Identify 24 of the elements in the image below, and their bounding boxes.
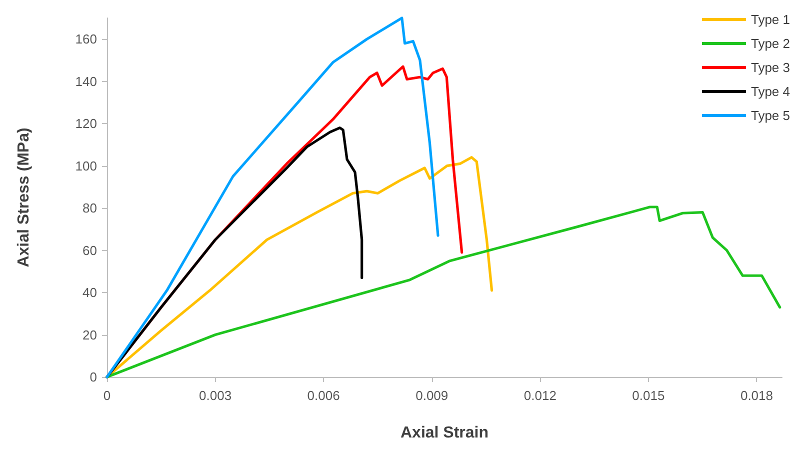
- y-tick-label: 80: [82, 200, 97, 216]
- x-tick-label: 0.018: [740, 388, 774, 403]
- y-tick-label: 160: [75, 32, 97, 47]
- x-tick-label: 0.012: [524, 388, 556, 403]
- legend-label: Type 3: [750, 60, 790, 75]
- x-tick-label: 0.015: [632, 388, 665, 403]
- x-tick-label: 0.009: [416, 388, 448, 403]
- legend-label: Type 2: [750, 36, 790, 51]
- y-tick-label: 120: [75, 116, 97, 132]
- x-axis-title: Axial Strain: [400, 424, 489, 442]
- legend-label: Type 1: [750, 12, 790, 27]
- x-tick-label: 0: [103, 388, 111, 403]
- legend-label: Type 5: [750, 108, 790, 123]
- y-tick-label: 40: [82, 285, 97, 300]
- legend-label: Type 4: [750, 84, 790, 99]
- x-tick-label: 0.003: [199, 388, 232, 403]
- y-tick-label: 140: [75, 74, 97, 89]
- y-axis-title: Axial Stress (MPa): [16, 128, 32, 268]
- line-series: [106, 126, 364, 378]
- y-tick-label: 60: [82, 242, 97, 258]
- y-tick-label: 20: [82, 327, 97, 342]
- y-tick-label: 100: [75, 158, 97, 174]
- x-tick-label: 0.006: [307, 388, 340, 403]
- y-tick-label: 0: [90, 370, 97, 384]
